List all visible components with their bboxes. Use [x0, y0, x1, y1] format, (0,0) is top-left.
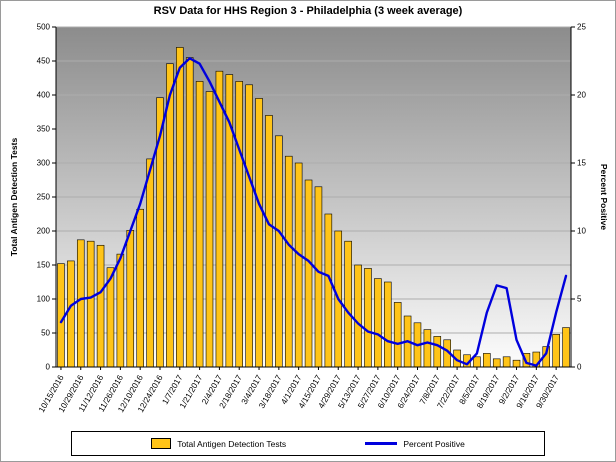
bar	[235, 81, 243, 368]
legend-line-swatch	[365, 442, 398, 445]
legend: Total Antigen Detection Tests Percent Po…	[71, 431, 545, 456]
bar	[126, 230, 135, 368]
bar	[502, 356, 511, 368]
percent-positive-line	[59, 57, 568, 367]
right-axis-tick-label: 10	[577, 227, 586, 236]
left-axis-tick-label: 100	[37, 295, 51, 304]
left-axis-tick-label: 0	[46, 363, 51, 372]
bar	[176, 47, 184, 368]
bar	[324, 213, 333, 368]
bar	[67, 260, 75, 368]
left-axis-tick-label: 400	[37, 91, 51, 100]
bar	[314, 186, 323, 368]
bar	[304, 179, 313, 368]
left-axis-tick-label: 250	[37, 193, 51, 202]
bar	[512, 359, 521, 368]
bar	[96, 244, 105, 368]
bar	[284, 155, 293, 368]
bar	[86, 240, 95, 368]
bar	[146, 158, 154, 368]
left-axis-tick-label: 300	[37, 159, 51, 168]
bar	[423, 329, 432, 368]
bar	[384, 281, 392, 368]
left-axis-tick-label: 200	[37, 227, 51, 236]
bar	[185, 57, 194, 368]
bar	[433, 336, 442, 368]
bar	[483, 353, 491, 368]
bar	[473, 356, 481, 368]
bar	[255, 98, 263, 368]
bar	[76, 239, 85, 368]
bar	[205, 91, 214, 368]
legend-label-percent: Percent Positive	[403, 438, 465, 449]
legend-bar-swatch	[151, 438, 172, 449]
bar	[245, 84, 253, 368]
legend-item-tests: Total Antigen Detection Tests	[151, 438, 286, 449]
left-axis-tick-label: 450	[37, 57, 51, 66]
left-axis-tick-label: 350	[37, 125, 51, 134]
right-axis-tick-label: 0	[577, 363, 582, 372]
right-axis-tick-label: 5	[577, 295, 582, 304]
chart-title: RSV Data for HHS Region 3 - Philadelphia…	[153, 5, 463, 17]
left-axis-tick-label: 500	[37, 23, 51, 32]
bar	[354, 264, 362, 368]
bar	[364, 268, 372, 368]
bar	[294, 162, 303, 368]
bar	[215, 70, 224, 368]
right-axis-tick-label: 15	[577, 159, 586, 168]
left-axis-tick-label: 50	[41, 329, 50, 338]
bar	[562, 327, 570, 368]
bar	[195, 81, 204, 368]
legend-label-tests: Total Antigen Detection Tests	[177, 438, 287, 449]
bar	[393, 302, 402, 368]
bar	[374, 278, 382, 368]
bar	[492, 358, 501, 368]
bar	[57, 263, 65, 368]
bar	[265, 115, 273, 368]
bar	[275, 135, 283, 368]
bar	[136, 208, 144, 368]
left-axis-tick-label: 150	[37, 261, 51, 270]
legend-item-percent: Percent Positive	[365, 438, 465, 449]
bar	[344, 240, 352, 368]
right-axis-tick-label: 20	[577, 91, 586, 100]
bar	[552, 334, 560, 368]
right-axis-tick-label: 25	[577, 23, 586, 32]
bar	[116, 253, 125, 368]
